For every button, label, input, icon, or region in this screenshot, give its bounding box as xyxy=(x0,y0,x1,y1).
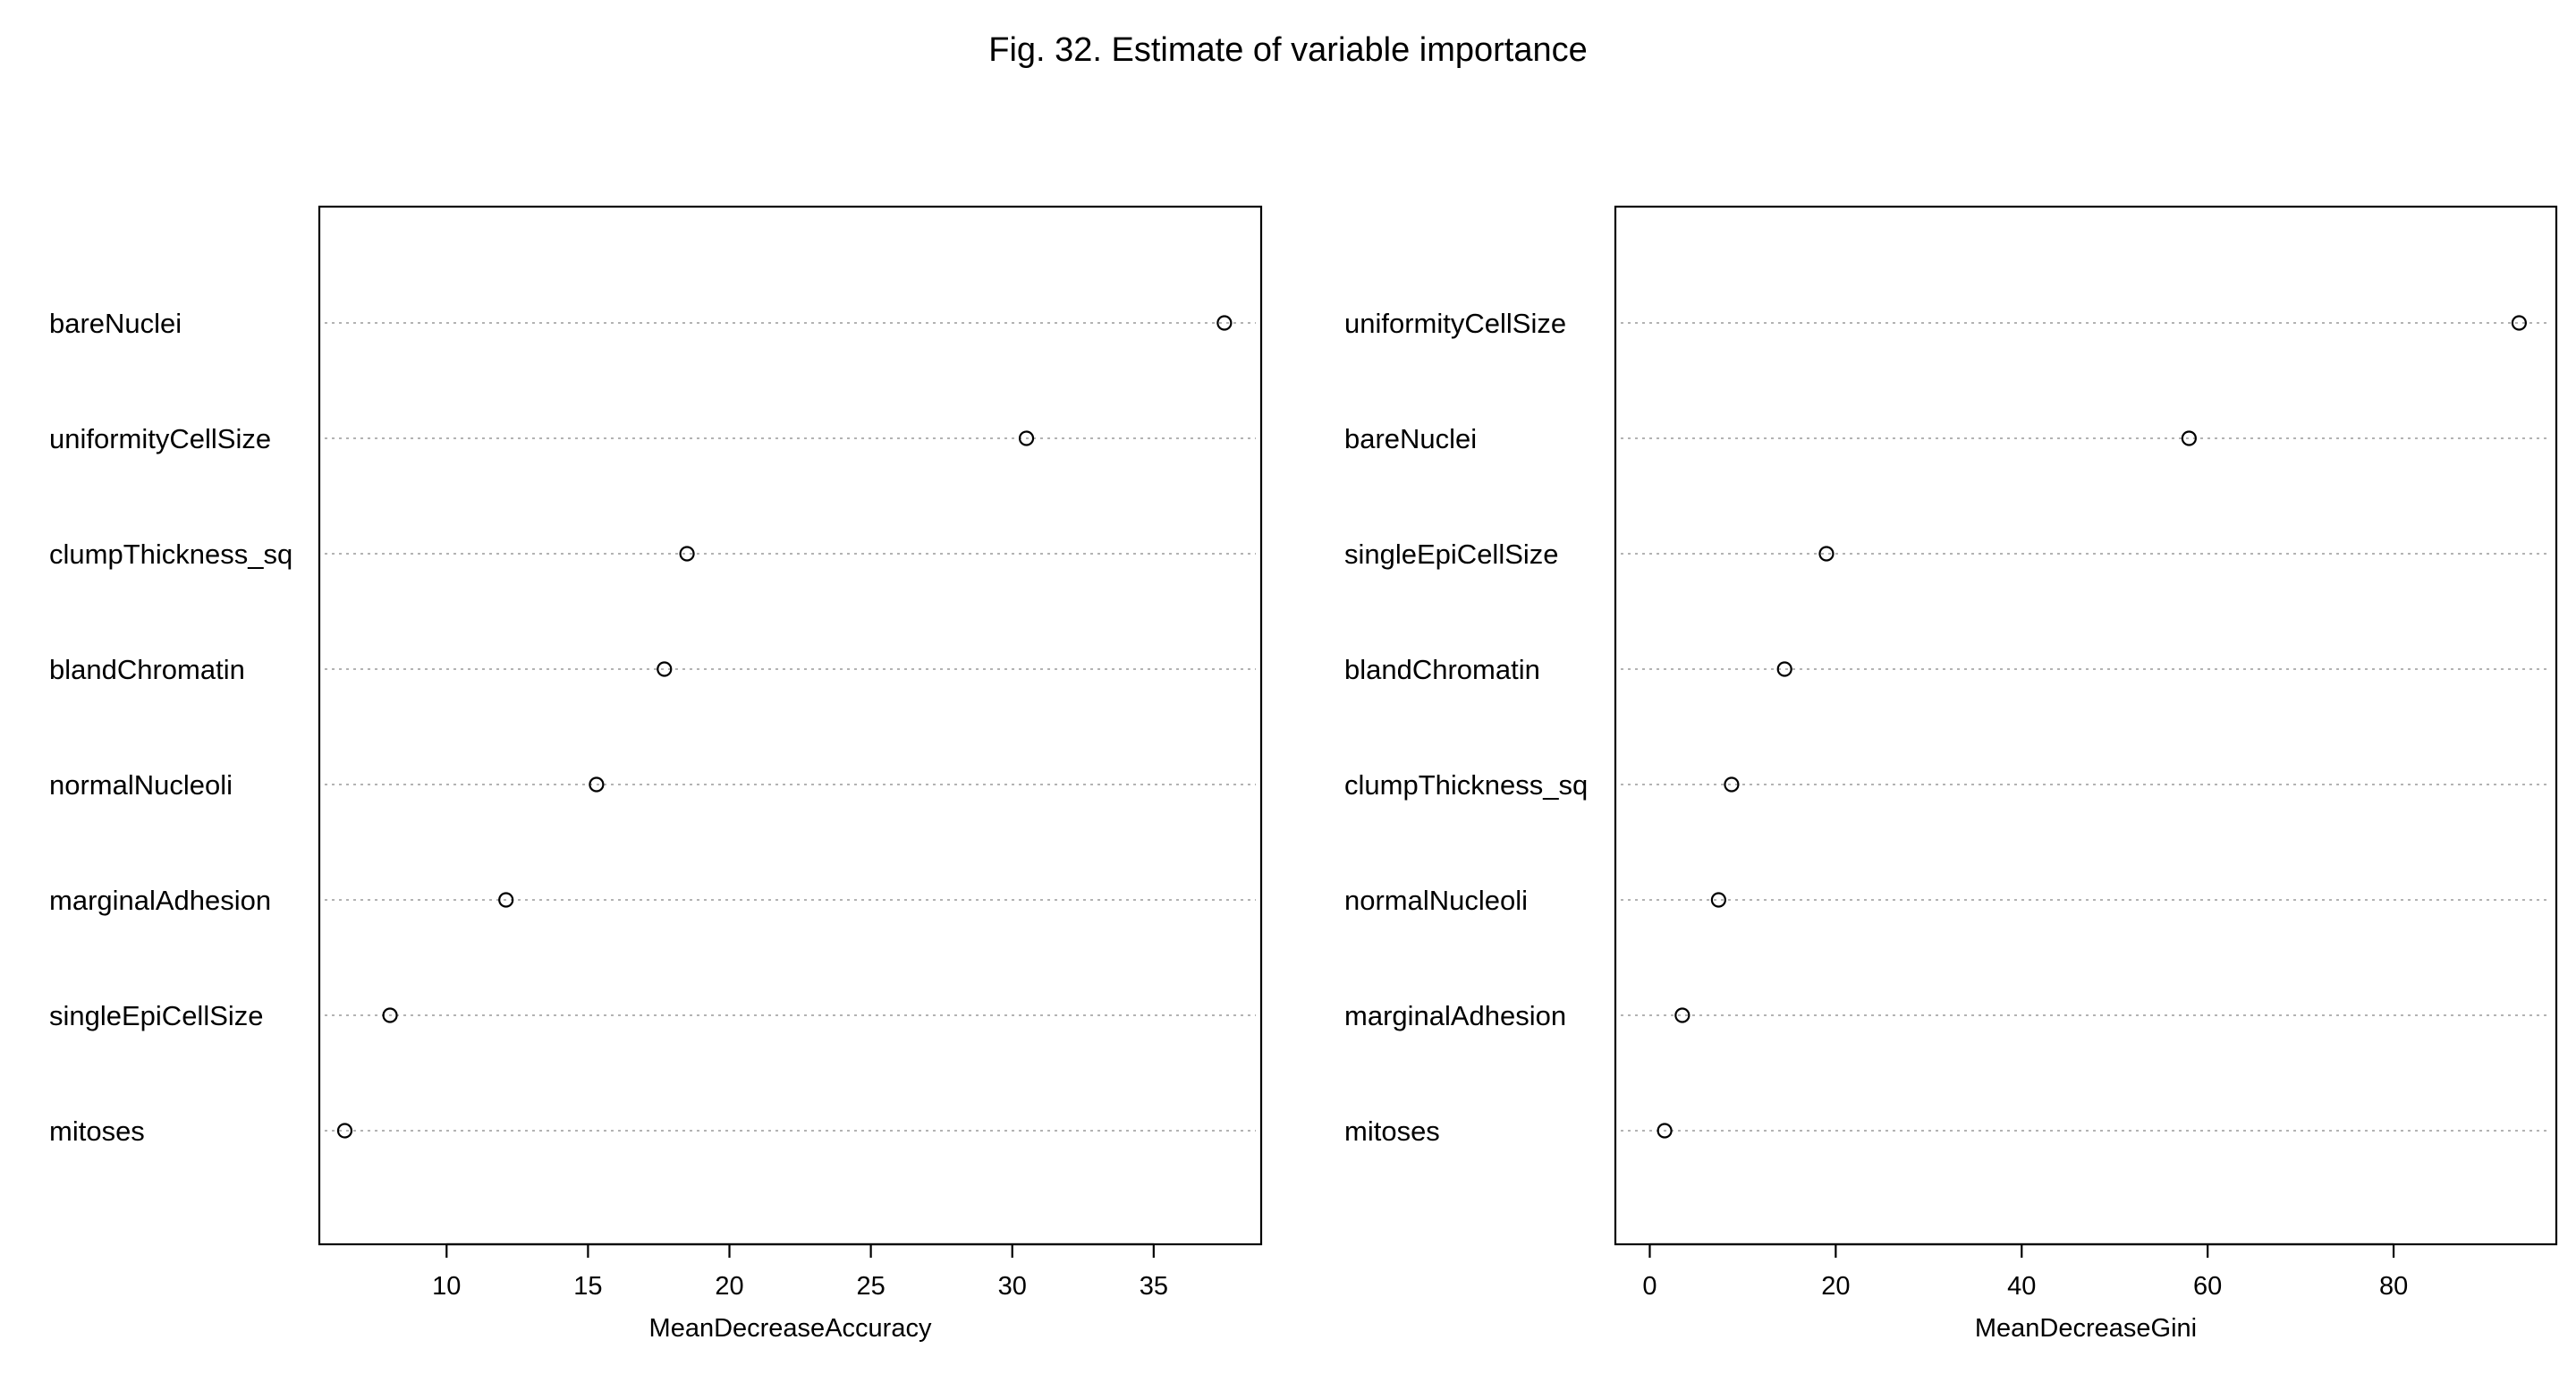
category-label: clumpThickness_sq xyxy=(1344,769,1588,801)
category-label: uniformityCellSize xyxy=(1344,308,1566,339)
x-tick-label: 25 xyxy=(856,1272,885,1301)
data-point xyxy=(657,661,673,677)
chart-panel-2: uniformityCellSize bareNuclei singleEpiCel… xyxy=(1344,205,2558,1343)
x-tick-label: 20 xyxy=(715,1272,743,1301)
plot-frame xyxy=(318,205,1263,1246)
data-point xyxy=(336,1123,353,1139)
data-point xyxy=(1776,661,1792,677)
category-label: normalNucleoli xyxy=(1344,885,1528,916)
category-label: singleEpiCellSize xyxy=(1344,539,1559,570)
data-point xyxy=(1216,315,1233,331)
x-tick-label: 40 xyxy=(2007,1272,2036,1301)
data-point xyxy=(1657,1123,1673,1139)
category-label: blandChromatin xyxy=(1344,654,1540,685)
category-label: bareNuclei xyxy=(49,308,182,339)
x-tick-label: 20 xyxy=(1821,1272,1850,1301)
plot-frame xyxy=(1614,205,2558,1246)
data-point xyxy=(679,546,695,562)
figure-title: Fig. 32. Estimate of variable importance xyxy=(988,31,1588,69)
data-point xyxy=(2511,315,2528,331)
data-point xyxy=(1818,546,1835,562)
category-label: mitoses xyxy=(1344,1115,1440,1147)
category-label: bareNuclei xyxy=(1344,423,1477,454)
data-point xyxy=(1018,430,1035,446)
category-label: blandChromatin xyxy=(49,654,245,685)
category-label: clumpThickness_sq xyxy=(49,539,292,570)
data-point xyxy=(382,1007,398,1023)
category-label: normalNucleoli xyxy=(49,769,233,801)
data-point xyxy=(589,776,605,793)
category-label: marginalAdhesion xyxy=(49,885,271,916)
data-point xyxy=(2181,430,2197,446)
data-point xyxy=(1674,1007,1690,1023)
category-label: singleEpiCellSize xyxy=(49,1000,264,1031)
x-tick-label: 10 xyxy=(432,1272,461,1301)
chart-panel-1: bareNuclei uniformityCellSize clumpThickne… xyxy=(49,205,1263,1343)
x-tick-label: 60 xyxy=(2193,1272,2222,1301)
data-point xyxy=(1724,776,1740,793)
category-label: mitoses xyxy=(49,1115,145,1147)
x-axis-label: MeanDecreaseAccuracy xyxy=(649,1314,932,1343)
x-tick-label: 30 xyxy=(998,1272,1027,1301)
data-point xyxy=(1710,892,1726,908)
category-label: marginalAdhesion xyxy=(1344,1000,1566,1031)
x-tick-label: 0 xyxy=(1642,1272,1657,1301)
x-tick-label: 35 xyxy=(1140,1272,1168,1301)
category-label: uniformityCellSize xyxy=(49,423,271,454)
data-point xyxy=(498,892,514,908)
x-tick-label: 15 xyxy=(573,1272,602,1301)
x-axis-label: MeanDecreaseGini xyxy=(1975,1314,2197,1343)
x-tick-label: 80 xyxy=(2379,1272,2408,1301)
